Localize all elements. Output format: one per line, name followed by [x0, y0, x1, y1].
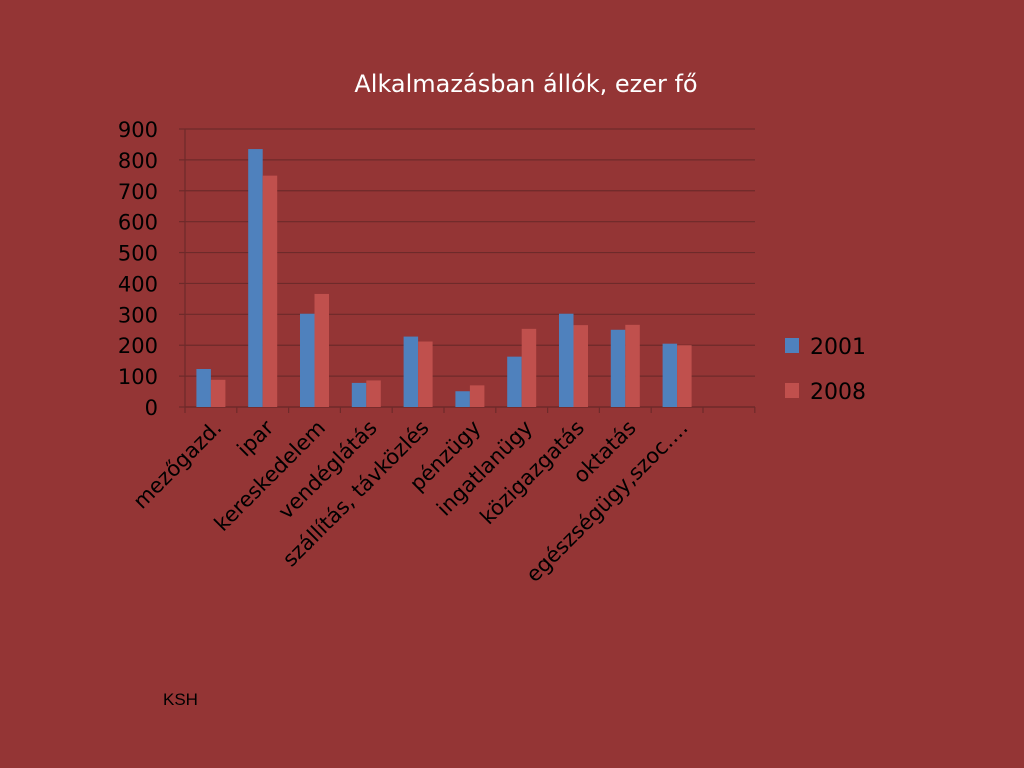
legend-label-2001: 2001: [810, 335, 866, 360]
y-tick-label: 500: [118, 242, 158, 266]
x-tick-label: ipar: [233, 415, 279, 461]
bar-2001: [559, 313, 574, 407]
legend-label-2008: 2008: [810, 380, 866, 405]
bar-2008: [521, 328, 537, 407]
legend-swatch-2008: [785, 383, 799, 398]
bar-2008: [677, 345, 692, 407]
bar-2001: [455, 391, 470, 407]
y-tick-label: 0: [145, 396, 158, 420]
source-note: KSH: [163, 690, 198, 709]
bar-2008: [418, 341, 433, 407]
bar-2008: [210, 379, 226, 407]
bar-2008: [366, 380, 381, 407]
chart-title: Alkalmazásban állók, ezer fő: [354, 70, 697, 98]
bar-2008: [573, 325, 588, 407]
legend-swatch-2001: [785, 338, 799, 353]
y-tick-label: 600: [118, 211, 158, 235]
bar-2001: [662, 343, 678, 407]
bar-2008: [314, 293, 329, 407]
bar-2001: [610, 329, 626, 407]
y-tick-label: 700: [118, 180, 158, 204]
y-tick-label: 800: [118, 149, 158, 173]
bar-2008: [469, 385, 485, 407]
y-tick-label: 100: [118, 365, 158, 389]
bar-2001: [196, 369, 211, 407]
bar-2001: [351, 382, 367, 407]
bar-2008: [262, 175, 278, 407]
bar-2001: [300, 313, 315, 407]
y-tick-label: 300: [118, 303, 158, 327]
y-tick-label: 200: [118, 334, 158, 358]
bar-2008: [625, 324, 640, 407]
y-tick-label: 900: [118, 118, 158, 142]
y-tick-label: 400: [118, 272, 158, 296]
bar-2001: [507, 356, 522, 407]
x-tick-label: mezőgazd.: [129, 416, 227, 514]
bar-2001: [403, 336, 419, 407]
bar-2001: [248, 149, 263, 408]
